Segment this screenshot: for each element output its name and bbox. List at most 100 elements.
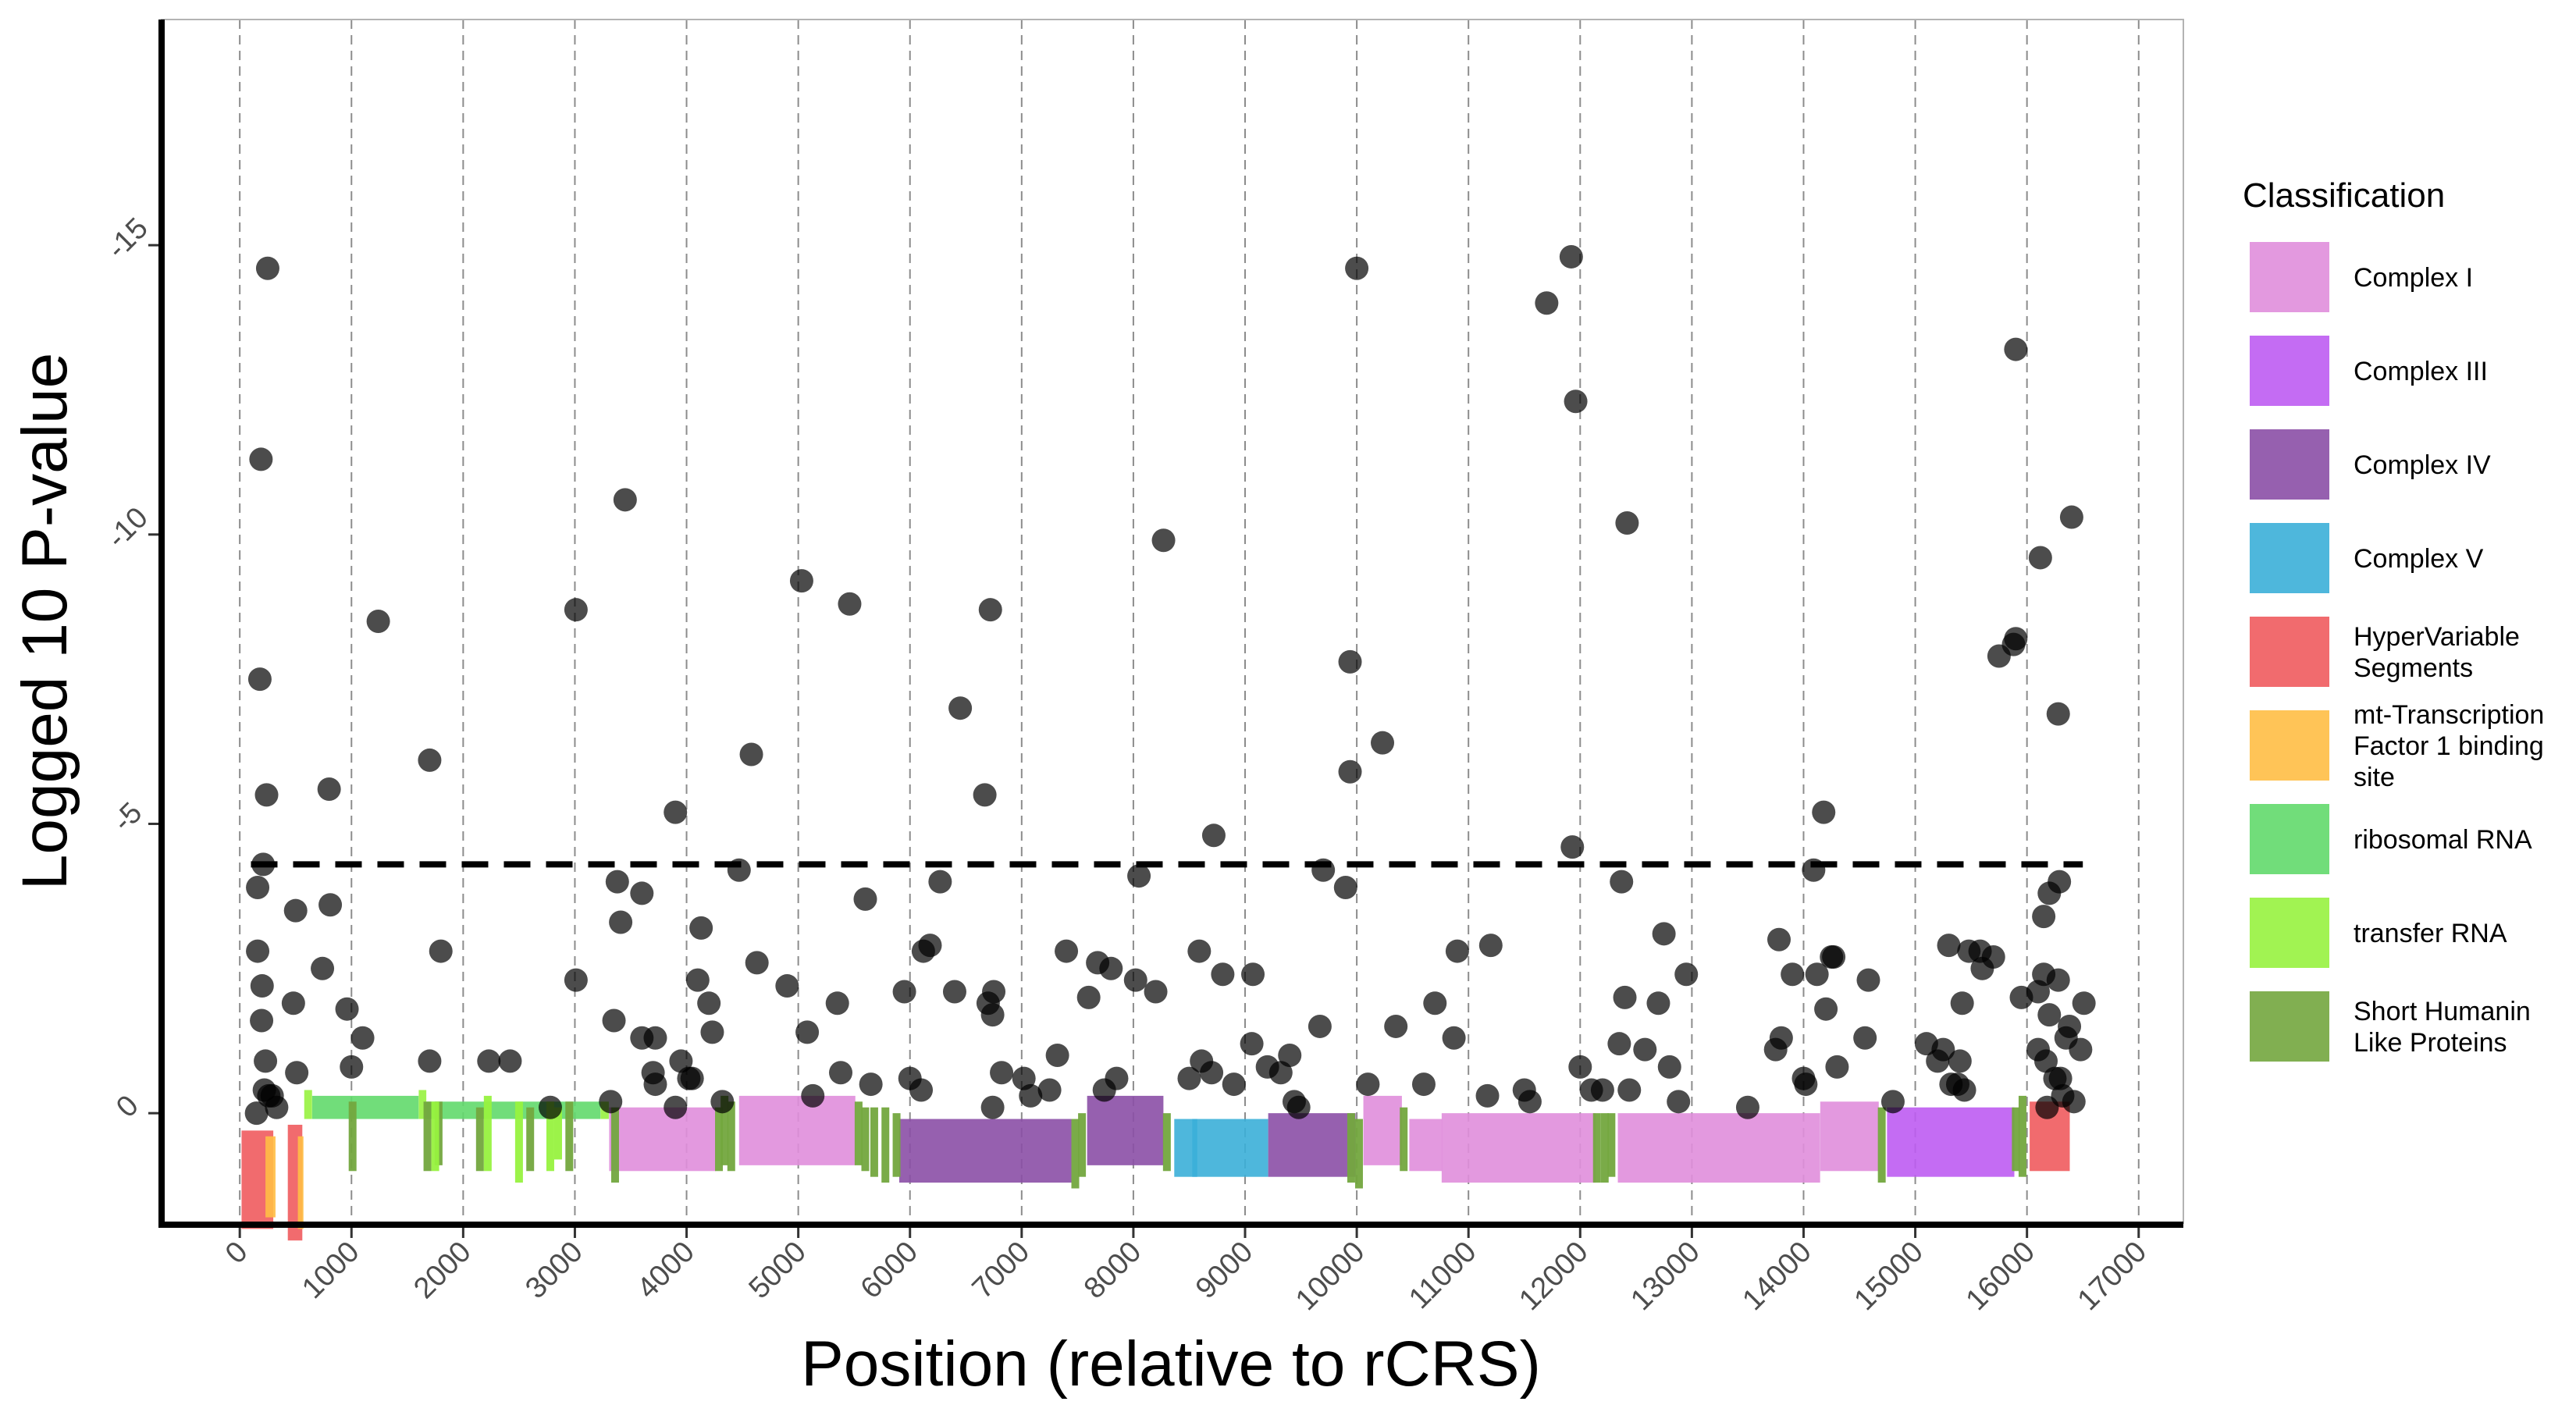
legend-label-complex4: Complex IV xyxy=(2354,450,2491,480)
data-point xyxy=(366,610,390,633)
trna-mark xyxy=(1400,1107,1408,1172)
trna-mark xyxy=(423,1101,432,1172)
legend-title: Classification xyxy=(2243,176,2445,215)
region-bar xyxy=(418,1090,427,1119)
trna-mark xyxy=(1354,1119,1363,1189)
data-point xyxy=(1411,1072,1436,1097)
data-point xyxy=(1825,1055,1849,1079)
data-point xyxy=(1853,1026,1877,1050)
data-point xyxy=(942,980,966,1004)
data-point xyxy=(1099,956,1123,980)
legend-swatch-hvs xyxy=(2250,617,2329,687)
data-point xyxy=(2046,968,2070,992)
data-point xyxy=(250,974,274,998)
data-point xyxy=(700,1020,724,1044)
data-point xyxy=(745,951,769,975)
data-point xyxy=(978,598,1002,622)
x-tick-label: 9000 xyxy=(1190,1236,1259,1305)
data-point xyxy=(477,1049,501,1073)
y-tick-label: -15 xyxy=(101,212,155,265)
data-point xyxy=(249,447,273,471)
x-tick-label: 3000 xyxy=(519,1236,589,1305)
data-point xyxy=(602,1008,626,1033)
x-tick-label: 8000 xyxy=(1078,1236,1147,1305)
data-point xyxy=(1794,1072,1818,1097)
data-point xyxy=(689,916,713,940)
data-point xyxy=(1211,962,1235,987)
legend-swatch-shlp xyxy=(2250,991,2329,1062)
data-point xyxy=(1144,980,1168,1004)
trna-mark xyxy=(892,1113,901,1177)
y-tick-label: -5 xyxy=(107,796,149,838)
data-point xyxy=(980,1095,1005,1119)
data-point xyxy=(980,1003,1005,1027)
data-point xyxy=(1076,985,1101,1009)
trna-mark xyxy=(727,1101,735,1172)
panel-background xyxy=(162,20,2183,1223)
legend-swatch-complex1 xyxy=(2250,242,2329,312)
trna-mark xyxy=(431,1101,439,1172)
y-axis-title: Logged 10 P-value xyxy=(9,353,80,890)
data-point xyxy=(1123,968,1147,992)
data-point xyxy=(1781,962,1805,987)
trna-mark xyxy=(610,1107,619,1183)
data-point xyxy=(251,852,276,877)
data-point xyxy=(2033,1049,2058,1073)
data-point xyxy=(1814,997,1838,1021)
data-point xyxy=(918,934,942,958)
data-point xyxy=(948,696,973,720)
region-bar xyxy=(311,1095,419,1119)
trna-mark xyxy=(546,1101,554,1172)
data-point xyxy=(775,974,799,998)
data-point xyxy=(630,881,654,905)
data-point xyxy=(254,1049,278,1073)
legend-swatch-mttf xyxy=(2250,710,2329,781)
data-point xyxy=(283,898,308,923)
data-point xyxy=(1151,528,1176,553)
data-point xyxy=(2072,991,2096,1016)
x-tick-label: 10000 xyxy=(1290,1236,1371,1317)
data-point xyxy=(1475,1083,1500,1108)
region-bar xyxy=(1192,1119,1268,1177)
legend-label-mttf: site xyxy=(2354,763,2395,792)
x-tick-label: 16000 xyxy=(1960,1236,2041,1317)
data-point xyxy=(1278,1044,1302,1068)
data-point xyxy=(1856,968,1880,992)
data-point xyxy=(1590,1078,1614,1102)
trna-mark xyxy=(1162,1113,1171,1172)
data-point xyxy=(1931,1037,1955,1062)
data-point xyxy=(1535,291,1559,315)
data-point xyxy=(1615,510,1639,535)
x-tick-label: 14000 xyxy=(1736,1236,1817,1317)
data-point xyxy=(1735,1095,1759,1119)
data-point xyxy=(1610,870,1634,894)
data-point xyxy=(281,991,305,1016)
data-point xyxy=(1560,835,1585,859)
region-bar xyxy=(297,1136,304,1229)
data-point xyxy=(1812,800,1836,824)
data-point xyxy=(829,1061,853,1085)
region-bar xyxy=(1617,1113,1820,1183)
trna-mark xyxy=(1078,1113,1087,1177)
data-point xyxy=(1338,649,1362,674)
data-point xyxy=(1286,1095,1311,1119)
data-point xyxy=(1345,256,1369,280)
data-point xyxy=(1384,1014,1408,1038)
trna-mark xyxy=(1347,1113,1355,1183)
x-tick-label: 6000 xyxy=(855,1236,924,1305)
data-point xyxy=(613,488,637,512)
data-point xyxy=(643,1026,667,1050)
data-point xyxy=(1445,939,1469,963)
data-point xyxy=(1617,1078,1642,1102)
x-tick-label: 15000 xyxy=(1848,1236,1930,1317)
legend-swatch-complex4 xyxy=(2250,429,2329,500)
trna-mark xyxy=(514,1101,523,1183)
x-tick-label: 1000 xyxy=(296,1236,365,1305)
region-bars xyxy=(241,1090,2070,1241)
data-point xyxy=(1442,1026,1466,1050)
data-point xyxy=(825,991,849,1016)
data-point xyxy=(1517,1090,1542,1114)
data-point xyxy=(1187,939,1212,963)
legend: Classification Complex I Complex III Compl… xyxy=(2243,176,2544,1062)
